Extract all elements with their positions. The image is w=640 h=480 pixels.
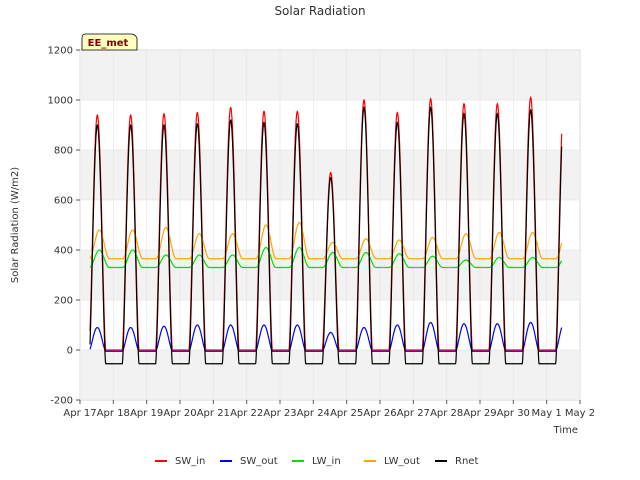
x-tick-label: Apr 23: [263, 408, 296, 419]
x-tick-label: Apr 18: [97, 408, 130, 419]
y-axis-ticks: -200 0 200 400 600 800 1000 1200: [48, 46, 80, 407]
badge-label: EE_met: [88, 38, 129, 49]
legend-label-sw_in: SW_in: [175, 456, 205, 467]
y-tick-label: 800: [54, 146, 73, 157]
x-tick-label: Apr 22: [230, 408, 263, 419]
x-axis-title: Time: [553, 425, 578, 436]
legend: SW_in SW_out LW_in LW_out Rnet: [155, 456, 478, 467]
x-tick-label: Apr 17: [63, 408, 96, 419]
site-badge: EE_met: [81, 33, 138, 51]
y-tick-label: 400: [54, 246, 73, 257]
y-tick-label: 1200: [48, 46, 73, 57]
y-tick-label: 600: [54, 196, 73, 207]
grid-bands: [80, 50, 580, 400]
series-line-rnet: [89, 106, 563, 365]
x-tick-label: Apr 20: [163, 408, 196, 419]
legend-label-lw_out: LW_out: [384, 456, 420, 467]
y-tick-label: -200: [50, 396, 73, 407]
x-tick-label: Apr 26: [363, 408, 396, 419]
x-axis-ticks: Apr 17 Apr 18 Apr 19 Apr 20 Apr 21 Apr 22 Apr …: [63, 400, 595, 419]
y-tick-label: 0: [67, 346, 73, 357]
grid-band: [80, 250, 580, 300]
series-lines: [89, 96, 563, 365]
chart-title: Solar Radiation: [274, 4, 365, 18]
gridlines: [79, 49, 581, 401]
series-line-sw_out: [89, 321, 563, 352]
grid-band: [80, 50, 580, 100]
x-tick-label: May 2: [565, 408, 595, 419]
x-tick-label: Apr 30: [497, 408, 530, 419]
x-tick-label: Apr 24: [297, 408, 330, 419]
x-tick-label: Apr 29: [463, 408, 496, 419]
y-tick-label: 200: [54, 296, 73, 307]
legend-label-rnet: Rnet: [455, 456, 478, 467]
x-tick-label: Apr 21: [197, 408, 230, 419]
x-tick-label: Apr 27: [397, 408, 430, 419]
x-tick-label: Apr 25: [330, 408, 363, 419]
x-tick-label: May 1: [532, 408, 562, 419]
x-tick-label: Apr 28: [430, 408, 463, 419]
y-tick-label: 1000: [48, 96, 73, 107]
x-tick-label: Apr 19: [130, 408, 163, 419]
badge-shape: [81, 33, 138, 51]
legend-label-sw_out: SW_out: [240, 456, 278, 467]
legend-label-lw_in: LW_in: [312, 456, 341, 467]
y-axis-title: Solar Radiation (W/m2): [10, 167, 21, 283]
grid-band: [80, 350, 580, 400]
